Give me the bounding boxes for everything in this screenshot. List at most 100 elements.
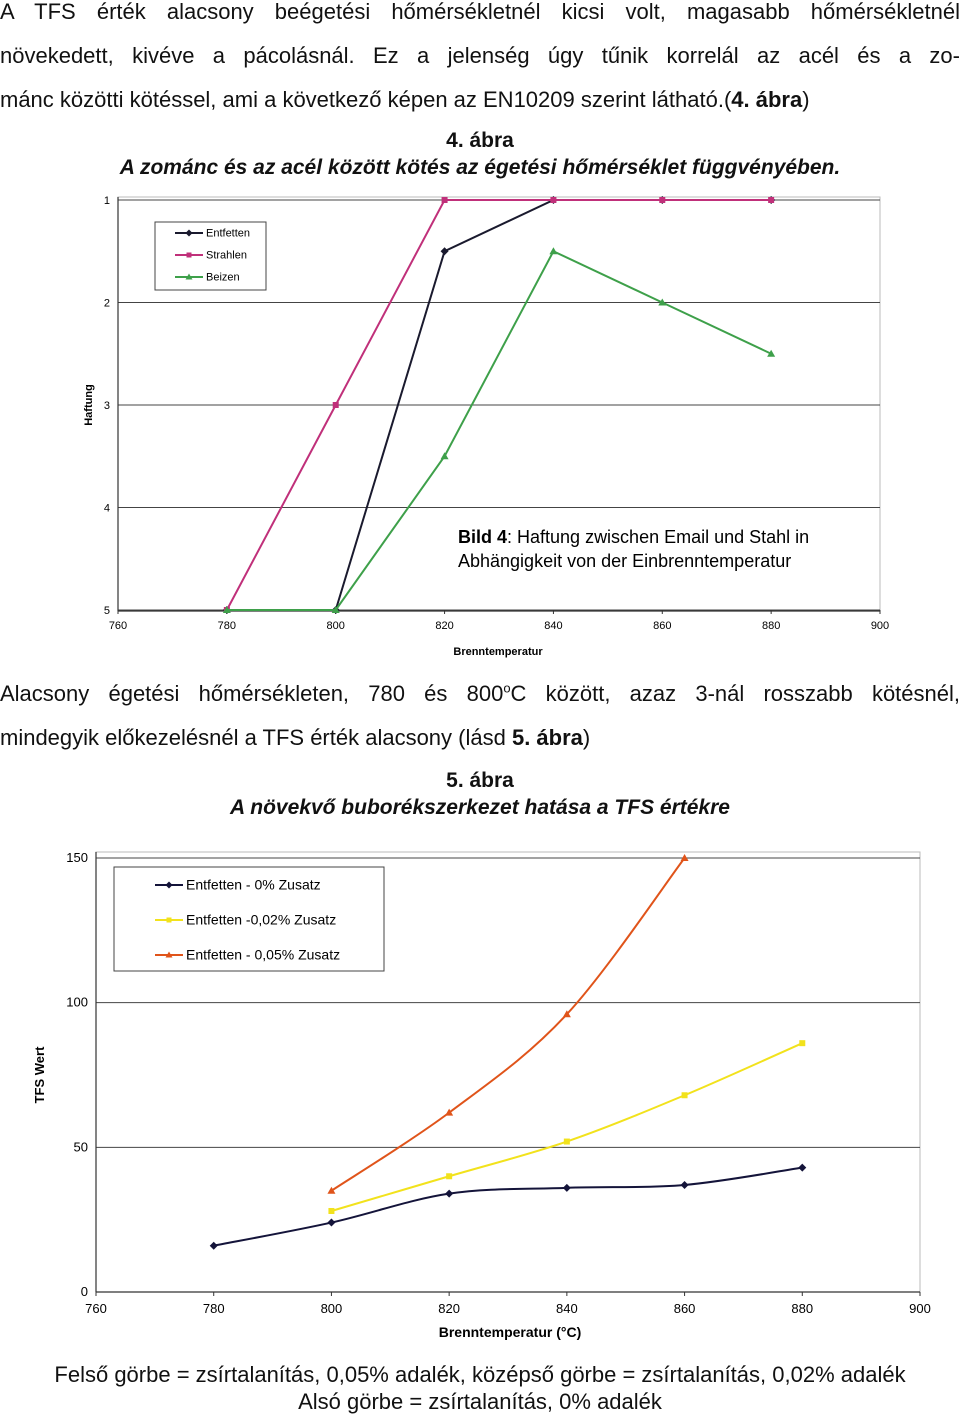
fig5-x-tick-label: 860 [674, 1301, 696, 1316]
fig5-data-point [328, 1207, 335, 1214]
fig4-data-point [550, 197, 557, 203]
fig4-data-point [767, 349, 776, 357]
fig4-data-point [549, 247, 558, 255]
fig4-y-tick-label: 1 [104, 195, 110, 207]
fig4-legend-item: Entfetten [175, 228, 250, 240]
fig4-series-line [225, 199, 772, 611]
figure4-overlay-caption-line1: Bild 4: Haftung zwischen Email und Stahl… [458, 527, 809, 547]
fig4-y-tick-label: 4 [104, 503, 110, 515]
fig5-x-tick-label: 840 [556, 1301, 578, 1316]
fig5-data-point [798, 1163, 807, 1172]
fig4-data-point [331, 606, 340, 613]
fig5-x-tick-label: 800 [321, 1301, 343, 1316]
figure4-x-axis-label: Brenntemperatur [453, 646, 543, 658]
fig4-data-point [441, 197, 448, 203]
figure4-chart: 1 2 3 4 5 760 780 800 820 840 860 880 900 Haftung B… [83, 195, 889, 658]
fig4-series-3 [222, 247, 776, 613]
figure5-title: A növekvő buborékszerkezet hatása a TFS … [230, 796, 730, 819]
figure5-footnote: Felső görbe = zsírtalanítás, 0,05% adalé… [0, 1361, 960, 1415]
fig4-data-point [440, 247, 449, 256]
fig4-x-tick-label: 760 [109, 620, 127, 632]
fig4-y-tick-label: 3 [104, 400, 110, 412]
figure5-x-axis-label: Brenntemperatur (°C) [439, 1324, 582, 1340]
fig5-legend-marker [165, 951, 173, 958]
fig5-legend-marker [166, 917, 172, 923]
middle-paragraph: Alacsony égetési hőmérsékleten, 780 és 8… [0, 672, 960, 760]
fig4-x-tick-label: 860 [653, 620, 671, 632]
fig4-legend-marker [186, 252, 192, 258]
fig5-data-point [799, 1040, 806, 1047]
fig5-data-point [327, 1218, 336, 1227]
fig4-data-point [659, 197, 666, 203]
fig5-x-tick-label: 780 [203, 1301, 225, 1316]
fig4-data-point [222, 606, 231, 613]
fig5-legend-label: Entfetten -0,02% Zusatz [186, 912, 336, 928]
fig5-legend-label: Entfetten - 0,05% Zusatz [186, 947, 340, 963]
fig5-x-tick-label: 880 [791, 1301, 813, 1316]
fig5-legend-item: Entfetten - 0,05% Zusatz [155, 947, 340, 963]
fig5-legend-item: Entfetten - 0% Zusatz [155, 877, 321, 893]
figure5-number: 5. ábra [446, 769, 514, 792]
figure5-caption: 5. ábra A növekvő buborékszerkezet hatás… [0, 768, 960, 822]
fig4-legend-marker [185, 229, 193, 237]
fig5-y-tick-label: 50 [74, 1139, 88, 1154]
figure5-y-axis-label: TFS Wert [32, 1046, 47, 1103]
figure5-legend: Entfetten - 0% Zusatz Entfetten -0,02% Zu… [113, 866, 385, 972]
fig5-legend-label: Entfetten - 0% Zusatz [186, 877, 321, 893]
fig5-data-point [681, 1092, 688, 1099]
middle-line-2: mindegyik előkezelésnél a TFS érték alac… [0, 725, 591, 750]
fig5-y-tick-label: 100 [66, 995, 88, 1010]
fig5-series-2 [328, 1040, 806, 1214]
fig4-y-tick-label: 5 [104, 605, 110, 617]
fig5-x-tick-label: 820 [438, 1301, 460, 1316]
fig4-x-tick-label: 880 [762, 620, 780, 632]
fig4-legend-label: Strahlen [206, 250, 247, 262]
fig4-data-point [658, 298, 667, 306]
figure4-reference: 4. ábra [731, 87, 803, 112]
fig5-data-point [209, 1241, 218, 1250]
fig5-x-tick-label: 900 [909, 1301, 931, 1316]
intro-line-3: mánc közötti kötéssel, ami a következő k… [0, 87, 810, 112]
fig4-x-tick-label: 780 [218, 620, 236, 632]
fig5-data-point [446, 1173, 453, 1180]
fig4-x-tick-label: 900 [871, 620, 889, 632]
fig5-data-point [562, 1183, 571, 1192]
fig4-legend-item: Beizen [175, 272, 240, 284]
fig5-legend-item: Entfetten -0,02% Zusatz [155, 912, 336, 928]
figure4-number: 4. ábra [446, 129, 514, 152]
fig4-x-tick-label: 820 [435, 620, 453, 632]
fig5-series-3 [327, 854, 689, 1194]
fig5-data-point [327, 1186, 336, 1194]
fig5-series-1 [209, 1163, 807, 1250]
fig4-x-tick-label: 840 [544, 620, 562, 632]
fig5-series-line [213, 1166, 803, 1247]
figure4-overlay-caption-line2: Abhängigkeit von der Einbrenntemperatur [458, 551, 791, 571]
fig4-legend-marker [185, 273, 193, 280]
fig5-data-point [563, 1138, 570, 1145]
figure4-y-axis-label: Haftung [83, 384, 95, 426]
fig5-series-line [330, 857, 686, 1192]
fig4-legend-label: Entfetten [206, 228, 250, 240]
intro-line-2: növekedett, kivéve a pácolásnál. Ez a je… [0, 43, 960, 68]
footnote-line-1: Felső görbe = zsírtalanítás, 0,05% adalé… [54, 1362, 906, 1387]
fig4-y-tick-label: 2 [104, 298, 110, 310]
middle-line-1: Alacsony égetési hőmérsékleten, 780 és 8… [0, 680, 960, 706]
fig5-x-tick-label: 760 [85, 1301, 107, 1316]
fig4-data-point [768, 197, 775, 203]
fig4-data-point [440, 452, 449, 460]
figure5-reference: 5. ábra [511, 725, 583, 750]
fig5-data-point [680, 1180, 689, 1189]
figure4-title: A zománc és az acél között kötés az éget… [119, 156, 841, 179]
fig4-data-point [332, 402, 339, 408]
figure4-legend: Entfetten Strahlen Beizen [154, 221, 267, 291]
fig4-legend-label: Beizen [206, 272, 240, 284]
fig5-data-point [562, 1010, 571, 1018]
fig5-data-point [445, 1189, 454, 1198]
fig5-y-tick-label: 150 [66, 850, 88, 865]
fig4-legend-item: Strahlen [175, 250, 247, 262]
fig5-data-point [445, 1108, 454, 1116]
fig5-y-tick-label: 0 [81, 1284, 88, 1299]
figure5-chart: 0 50 100 150 760 780 800 820 840 860 880 900 TFS W… [32, 850, 931, 1340]
intro-paragraph: A TFS érték alacsony beégetési hőmérsékl… [0, 0, 960, 122]
intro-line-1: A TFS érték alacsony beégetési hőmérsékl… [0, 0, 960, 24]
